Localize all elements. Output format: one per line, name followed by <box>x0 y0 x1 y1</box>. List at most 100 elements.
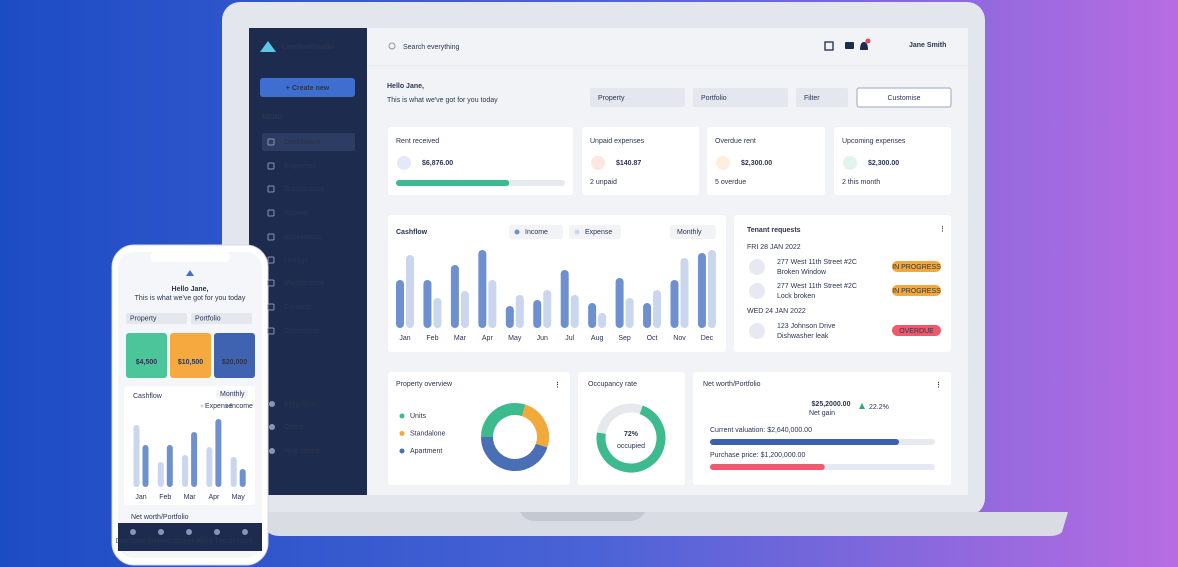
notification-badge <box>865 38 871 44</box>
nav-icon <box>158 529 164 535</box>
menu-item: Offers <box>284 424 303 431</box>
filter-label: Filter <box>804 95 820 102</box>
stat-amount: $140.87 <box>616 160 641 167</box>
networth-card <box>693 372 951 485</box>
stat-label: Unpaid expenses <box>590 138 645 145</box>
x-tick-label: Dec <box>701 335 714 342</box>
networth-change: 22.2% <box>869 404 889 411</box>
bar <box>697 253 706 328</box>
menu-item: Integration <box>284 401 317 408</box>
x-tick-label: Jan <box>135 494 146 501</box>
legend-label: Units <box>410 413 426 420</box>
request-date: FRI 28 JAN 2022 <box>747 244 801 251</box>
stat-amount: $6,876.00 <box>422 160 453 167</box>
pie-slice <box>481 436 548 471</box>
period-dropdown[interactable] <box>670 225 716 239</box>
nav-label: Dashboard <box>116 538 150 545</box>
filter-label: Property <box>598 95 625 102</box>
bar <box>515 295 524 328</box>
request-issue: Lock broken <box>777 293 815 300</box>
stat-label: Rent received <box>396 138 439 145</box>
menu-icon <box>267 209 275 217</box>
filter-dropdown[interactable] <box>590 88 685 107</box>
bar <box>433 298 442 328</box>
menu-item: Reports <box>284 210 309 217</box>
bar <box>707 250 716 328</box>
status-label: OVERDUE <box>899 328 934 335</box>
bar <box>488 280 497 328</box>
menu-icon <box>267 256 275 264</box>
filter-label: Portfolio <box>701 95 727 102</box>
period-label: Monthly <box>677 229 702 236</box>
x-tick-label: Mar <box>454 335 467 342</box>
bar <box>680 258 689 328</box>
request-address: 277 West 11th Street #2C <box>777 283 857 290</box>
create-button[interactable] <box>260 78 355 97</box>
menu-item: Help centre <box>284 448 320 455</box>
menu-dots: ⋮ <box>935 381 942 389</box>
request-icon <box>749 283 765 299</box>
period-dropdown[interactable] <box>216 390 248 398</box>
phone-filter[interactable] <box>191 313 252 324</box>
bar <box>478 250 487 328</box>
x-tick-label: Jan <box>399 335 410 342</box>
tenant-card <box>734 215 951 352</box>
phone-filter[interactable] <box>126 313 187 324</box>
filter-dropdown[interactable] <box>796 88 848 107</box>
calendar-icon <box>824 41 834 51</box>
card-title: Tenant requests <box>747 227 801 234</box>
x-tick-label: Apr <box>208 494 220 501</box>
search-icon <box>388 42 396 50</box>
bar <box>560 270 569 328</box>
bar <box>653 290 662 328</box>
bar <box>625 298 634 328</box>
laptop-notch <box>520 512 645 521</box>
chart-title: Property overview <box>396 381 453 388</box>
bar <box>396 280 404 328</box>
customise-label: Customise <box>887 95 920 102</box>
phone-notch <box>150 252 230 262</box>
networth-caption: Net gain <box>809 410 835 417</box>
x-tick-label: Apr <box>482 335 494 342</box>
menu-active <box>262 133 355 151</box>
x-tick-label: May <box>508 335 522 342</box>
stat-note: 5 overdue <box>715 179 746 186</box>
create-button-label: + Create new <box>286 85 330 92</box>
stat-card <box>707 127 825 195</box>
stat-card <box>834 127 951 195</box>
phone-card <box>214 333 255 378</box>
request-issue: Dishwasher leak <box>777 333 829 340</box>
stat-note: 2 this month <box>842 179 880 186</box>
user-name: Jane Smith <box>909 42 946 49</box>
request-issue: Broken Window <box>777 269 827 276</box>
legend-dot <box>399 413 405 419</box>
legend-pill[interactable] <box>509 225 563 239</box>
menu-item: Listings <box>284 257 308 264</box>
legend-dot <box>399 431 405 436</box>
content: LandlordStudio + Create new MENU Dashboard P… <box>116 38 952 551</box>
status-label: IN PROGRESS <box>892 264 941 271</box>
laptop-base <box>262 512 1068 536</box>
menu-icon <box>269 401 275 407</box>
greeting-subtitle: This is what we've got for you today <box>387 97 498 104</box>
bar <box>460 291 469 328</box>
nav-label: Reports <box>149 538 174 545</box>
customise-button[interactable] <box>856 87 952 108</box>
menu-label: MENU <box>262 114 283 121</box>
bar <box>182 455 189 487</box>
legend-pill[interactable] <box>569 225 621 239</box>
menu-item: Applications <box>284 234 322 241</box>
menu-icon <box>267 327 275 335</box>
menu-icon <box>267 233 275 241</box>
x-tick-label: Mar <box>184 494 197 501</box>
x-tick-label: Sep <box>618 335 631 342</box>
request-icon <box>749 323 765 339</box>
nav-icon <box>214 529 220 535</box>
legend-dot <box>200 404 204 408</box>
status-pill <box>892 261 941 272</box>
status-label: IN PROGRESS <box>892 288 941 295</box>
card-title: Net worth/Portfolio <box>703 381 761 388</box>
menu-icon <box>267 162 275 170</box>
filter-dropdown[interactable] <box>693 88 788 107</box>
nav-icon <box>130 529 136 535</box>
